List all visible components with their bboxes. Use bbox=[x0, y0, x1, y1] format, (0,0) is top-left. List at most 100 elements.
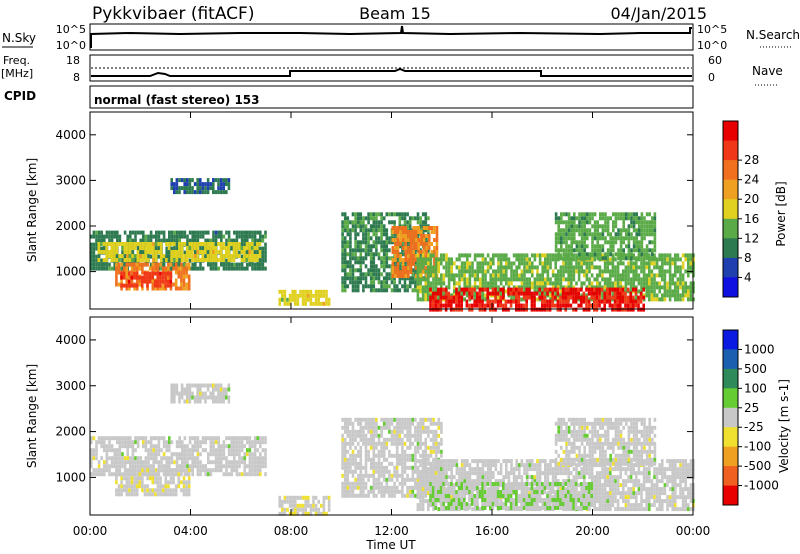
heatmap-cell bbox=[359, 421, 363, 426]
heatmap-cell bbox=[258, 250, 262, 254]
heatmap-cell bbox=[619, 261, 622, 266]
heatmap-cell bbox=[149, 444, 153, 449]
heatmap-cell bbox=[248, 472, 252, 477]
heatmap-cell bbox=[401, 212, 404, 217]
heatmap-cell bbox=[220, 262, 223, 267]
heatmap-cell bbox=[562, 277, 565, 282]
heatmap-cell bbox=[354, 212, 357, 217]
heatmap-cell bbox=[97, 440, 101, 445]
heatmap-cell bbox=[497, 257, 500, 262]
heatmap-cell bbox=[152, 246, 155, 250]
heatmap-cell bbox=[421, 297, 425, 302]
heatmap-cell bbox=[194, 460, 197, 465]
heatmap-cell bbox=[559, 253, 563, 258]
heatmap-cell bbox=[105, 242, 108, 246]
heatmap-cell bbox=[97, 258, 101, 262]
heatmap-cell bbox=[354, 469, 357, 474]
heatmap-cell bbox=[394, 230, 397, 234]
heatmap-cell bbox=[525, 285, 529, 290]
heatmap-cell bbox=[681, 285, 685, 290]
heatmap-cell bbox=[557, 285, 560, 290]
heatmap-cell bbox=[611, 281, 615, 286]
heatmap-cell bbox=[643, 232, 646, 237]
heatmap-cell bbox=[398, 276, 402, 281]
heatmap-cell bbox=[408, 433, 412, 438]
heatmap-cell bbox=[264, 254, 267, 259]
heatmap-cell bbox=[134, 234, 137, 239]
heatmap-cell bbox=[243, 230, 246, 235]
heatmap-cell bbox=[648, 228, 651, 233]
heatmap-cell bbox=[509, 291, 513, 296]
heatmap-cell bbox=[151, 488, 155, 493]
heatmap-cell bbox=[343, 489, 347, 494]
heatmap-cell bbox=[557, 216, 560, 221]
heatmap-cell bbox=[170, 472, 174, 477]
heatmap-cell bbox=[596, 277, 599, 282]
heatmap-cell bbox=[655, 285, 659, 290]
heatmap-cell bbox=[502, 277, 505, 282]
heatmap-cell bbox=[497, 261, 500, 266]
heatmap-cell bbox=[505, 265, 508, 270]
heatmap-cell bbox=[103, 460, 106, 465]
heatmap-cell bbox=[183, 230, 187, 235]
heatmap-cell bbox=[564, 261, 568, 266]
heatmap-cell bbox=[380, 461, 383, 466]
heatmap-cell bbox=[108, 262, 111, 267]
heatmap-cell bbox=[616, 285, 620, 290]
heatmap-cell bbox=[375, 441, 378, 446]
heatmap-cell bbox=[611, 269, 615, 274]
heatmap-cell bbox=[259, 464, 262, 469]
heatmap-cell bbox=[614, 216, 618, 221]
heatmap-cell bbox=[437, 297, 440, 302]
heatmap-cell bbox=[142, 250, 145, 255]
heatmap-cell bbox=[349, 429, 352, 434]
heatmap-cell bbox=[222, 266, 226, 271]
heatmap-cell bbox=[580, 265, 583, 270]
heatmap-cell bbox=[240, 242, 244, 247]
heatmap-cell bbox=[141, 480, 144, 485]
heatmap-cell bbox=[354, 268, 357, 273]
heatmap-cell bbox=[575, 269, 578, 274]
heatmap-cell bbox=[259, 440, 262, 445]
heatmap-cell bbox=[570, 220, 573, 225]
heatmap-cell bbox=[567, 291, 570, 296]
heatmap-cell bbox=[655, 293, 659, 298]
heatmap-cell bbox=[390, 280, 394, 285]
heatmap-cell bbox=[557, 269, 560, 274]
heatmap-cell bbox=[227, 230, 231, 235]
heatmap-cell bbox=[499, 257, 503, 262]
heatmap-cell bbox=[619, 285, 622, 290]
heatmap-cell bbox=[520, 253, 524, 258]
heatmap-cell bbox=[391, 246, 395, 250]
heatmap-cell bbox=[146, 476, 149, 481]
heatmap-cell bbox=[219, 383, 223, 388]
heatmap-cell bbox=[638, 240, 641, 245]
heatmap-cell bbox=[567, 236, 571, 241]
heatmap-cell bbox=[549, 277, 552, 282]
heatmap-cell bbox=[362, 433, 365, 438]
heatmap-cell bbox=[235, 472, 239, 477]
heatmap-cell bbox=[442, 277, 446, 282]
heatmap-cell bbox=[533, 295, 536, 300]
heatmap-cell bbox=[299, 503, 302, 508]
heatmap-cell bbox=[429, 253, 433, 258]
heatmap-cell bbox=[188, 452, 192, 457]
heatmap-cell bbox=[188, 258, 192, 263]
heatmap-cell bbox=[351, 264, 355, 269]
heatmap-cell bbox=[95, 456, 98, 461]
heatmap-cell bbox=[193, 246, 197, 250]
heatmap-cell bbox=[578, 256, 581, 261]
heatmap-cell bbox=[388, 240, 391, 245]
heatmap-cell bbox=[356, 220, 360, 225]
heatmap-cell bbox=[437, 257, 440, 262]
heatmap-cell bbox=[573, 236, 576, 241]
heatmap-cell bbox=[510, 297, 513, 302]
heatmap-cell bbox=[531, 261, 534, 266]
freq-tick-top: 18 bbox=[66, 54, 80, 67]
heatmap-cell bbox=[264, 440, 267, 445]
heatmap-cell bbox=[170, 452, 174, 457]
heatmap-cell bbox=[570, 252, 573, 257]
heatmap-cell bbox=[570, 273, 573, 278]
heatmap-cell bbox=[245, 254, 249, 258]
heatmap-cell bbox=[212, 178, 215, 183]
